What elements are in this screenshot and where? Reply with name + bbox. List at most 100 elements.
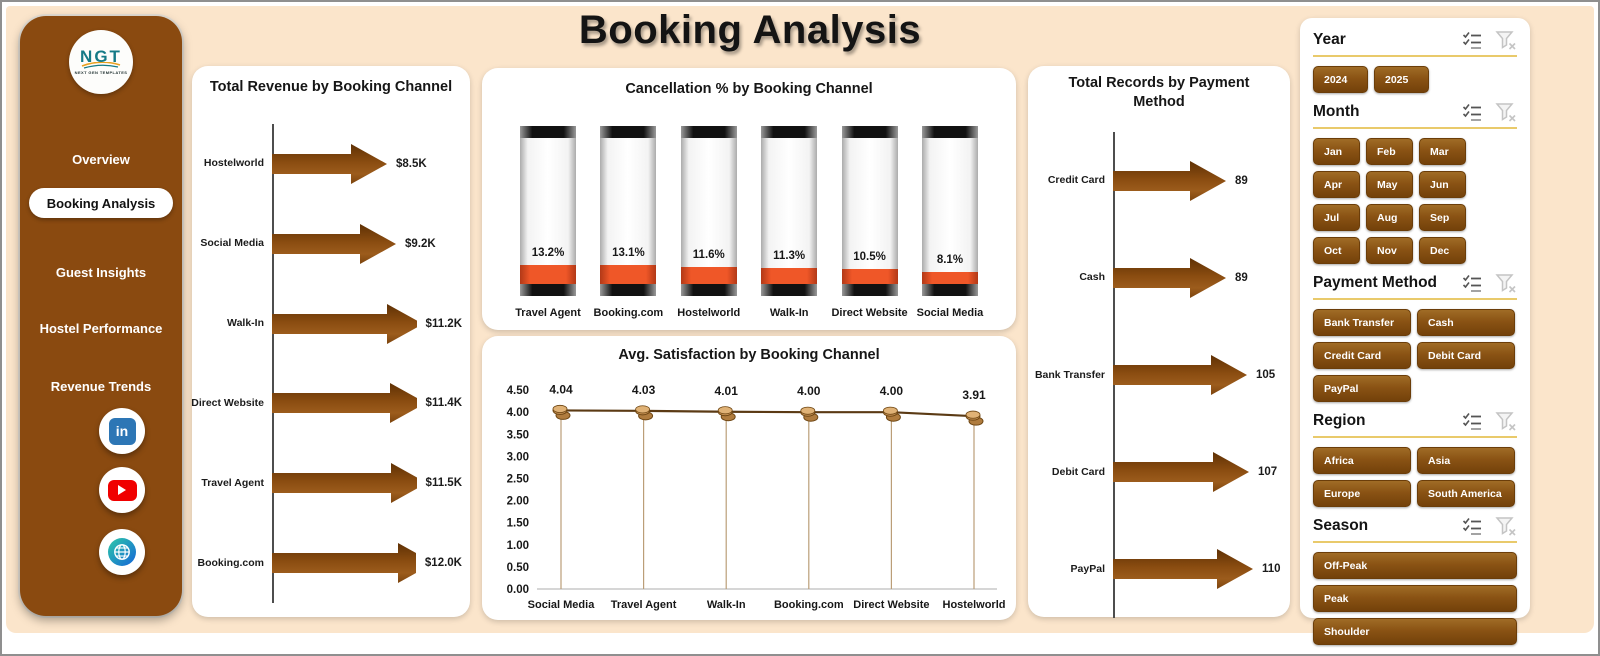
filter-button-jun[interactable]: Jun [1419,171,1466,198]
gauge-value-label: 11.6% [692,249,725,261]
tube-fill [680,267,737,284]
clear-filter-icon[interactable] [1495,273,1517,293]
website-button[interactable] [99,529,145,575]
thermometer-tube: 13.2% [520,126,576,296]
svg-text:3.00: 3.00 [507,451,529,463]
bar-row-direct-website: Direct Website $11.4K [191,363,462,443]
filter-button-debit-card[interactable]: Debit Card [1417,342,1515,369]
multi-select-icon[interactable] [1462,412,1483,431]
tube-body: 13.1% [600,138,657,284]
gauge-value-label: 13.1% [612,247,645,259]
revenue-bars: Hostelworld $8.5K Social Media $9.2K Walk-In… [191,124,462,603]
bar-category-label: Debit Card [1051,465,1105,478]
bar-row-paypal: PayPal 110 [1071,521,1283,618]
svg-text:4.00: 4.00 [507,407,529,419]
gauge-category-label: Walk-In [769,307,809,319]
multi-select-icon[interactable] [1462,517,1483,536]
filter-panel: Year 2024 2025 Month Jan Fe [1300,18,1530,645]
bar-category-label: Booking.com [197,556,264,569]
bar-category-label: PayPal [1070,562,1105,575]
filter-button-peak[interactable]: Peak [1313,585,1517,612]
page-title: Booking Analysis [578,8,922,52]
filter-button-nov[interactable]: Nov [1366,237,1413,264]
revenue-chart-title: Total Revenue by Booking Channel [209,79,453,95]
ngt-logo: NGT NEXT GEN TEMPLATES [69,30,133,94]
filter-title: Season [1313,517,1369,534]
svg-text:Travel Agent: Travel Agent [611,599,677,611]
filter-button-bank-transfer[interactable]: Bank Transfer [1313,309,1411,336]
gauge-category-label: Social Media [916,307,984,319]
thermometer-tube: 13.1% [600,126,657,296]
filter-divider [1313,541,1517,543]
filter-button-south-america[interactable]: South America [1417,480,1515,507]
bar-row-cash: Cash 89 [1079,229,1283,326]
filter-button-dec[interactable]: Dec [1419,237,1466,264]
filter-button-shoulder[interactable]: Shoulder [1313,618,1517,645]
filter-button-europe[interactable]: Europe [1313,480,1411,507]
filter-button-credit-card[interactable]: Credit Card [1313,342,1411,369]
clear-filter-icon[interactable] [1495,102,1517,122]
tube-cap [680,126,737,138]
multi-select-icon[interactable] [1462,31,1483,50]
filter-button-asia[interactable]: Asia [1417,447,1515,474]
filter-button-feb[interactable]: Feb [1366,138,1413,165]
filter-button-cash[interactable]: Cash [1417,309,1515,336]
sidebar-item-booking-analysis[interactable]: Booking Analysis [29,188,173,218]
bar-row-travel-agent: Travel Agent $11.5K [201,443,462,523]
tube-body: 10.5% [841,138,898,284]
filter-button-mar[interactable]: Mar [1419,138,1466,165]
multi-select-icon[interactable] [1462,103,1483,122]
filter-button-apr[interactable]: Apr [1313,171,1360,198]
tube-cap [921,284,978,296]
sidebar-item-revenue-trends[interactable]: Revenue Trends [50,379,152,394]
bar-category-label: Direct Website [191,396,264,409]
filter-button-2024[interactable]: 2024 [1313,66,1368,93]
gauge-direct-website: 10.5% Direct Website [830,126,910,319]
filter-button-paypal[interactable]: PayPal [1313,375,1411,402]
sidebar-item-guest-insights[interactable]: Guest Insights [55,265,147,280]
tube-cap [921,126,978,138]
svg-text:0.00: 0.00 [507,584,529,596]
linkedin-button[interactable]: in [99,408,145,454]
filter-button-aug[interactable]: Aug [1366,204,1413,231]
satisfaction-chart-title: Avg. Satisfaction by Booking Channel [618,347,880,363]
filter-button-jul[interactable]: Jul [1313,204,1360,231]
tube-cap [761,284,818,296]
arrow-bar [272,383,417,424]
records-chart-card: Total Records by Payment Method Credit C… [1028,66,1290,618]
svg-text:2.00: 2.00 [507,496,529,508]
gauge-value-label: 13.2% [531,247,565,259]
youtube-button[interactable] [99,467,145,513]
tube-cap [520,284,576,296]
clear-filter-icon[interactable] [1495,516,1517,536]
cancellation-chart-card: Cancellation % by Booking Channel 13.2% … [482,68,1016,330]
sidebar-item-hostel-performance[interactable]: Hostel Performance [39,321,163,336]
filter-button-oct[interactable]: Oct [1313,237,1360,264]
clear-filter-icon[interactable] [1495,30,1517,50]
bar-category-label: Walk-In [227,317,264,330]
tube-cap [841,126,898,138]
sidebar-item-overview[interactable]: Overview [72,152,130,167]
svg-text:3.50: 3.50 [507,429,529,441]
tube-fill [761,268,818,284]
filter-divider [1313,55,1517,57]
multi-select-icon[interactable] [1462,274,1483,293]
satisfaction-line-chart: 0.00 0.50 1.00 1.50 2.00 2.50 3.00 3.50 4.00 4.50… [507,382,1006,611]
filter-section-payment-method: Payment Method Bank Transfer Cash Credit C… [1313,273,1517,402]
thermometer-tube: 8.1% [921,126,978,296]
bar-value-label: $9.2K [405,237,436,250]
filter-button-jan[interactable]: Jan [1313,138,1360,165]
gauge-travel-agent: 13.2% Travel Agent [508,126,588,319]
filter-button-2025[interactable]: 2025 [1374,66,1429,93]
filter-button-may[interactable]: May [1366,171,1413,198]
tube-fill [520,265,576,284]
clear-filter-icon[interactable] [1495,411,1517,431]
filter-button-africa[interactable]: Africa [1313,447,1411,474]
tube-cap [600,126,657,138]
filter-button-sep[interactable]: Sep [1419,204,1466,231]
bar-category-label: Social Media [200,237,264,250]
arrow-bar [272,223,396,264]
filter-title: Payment Method [1313,274,1438,291]
filter-button-off-peak[interactable]: Off-Peak [1313,552,1517,579]
bar-row-booking-com: Booking.com $12.0K [197,523,462,603]
